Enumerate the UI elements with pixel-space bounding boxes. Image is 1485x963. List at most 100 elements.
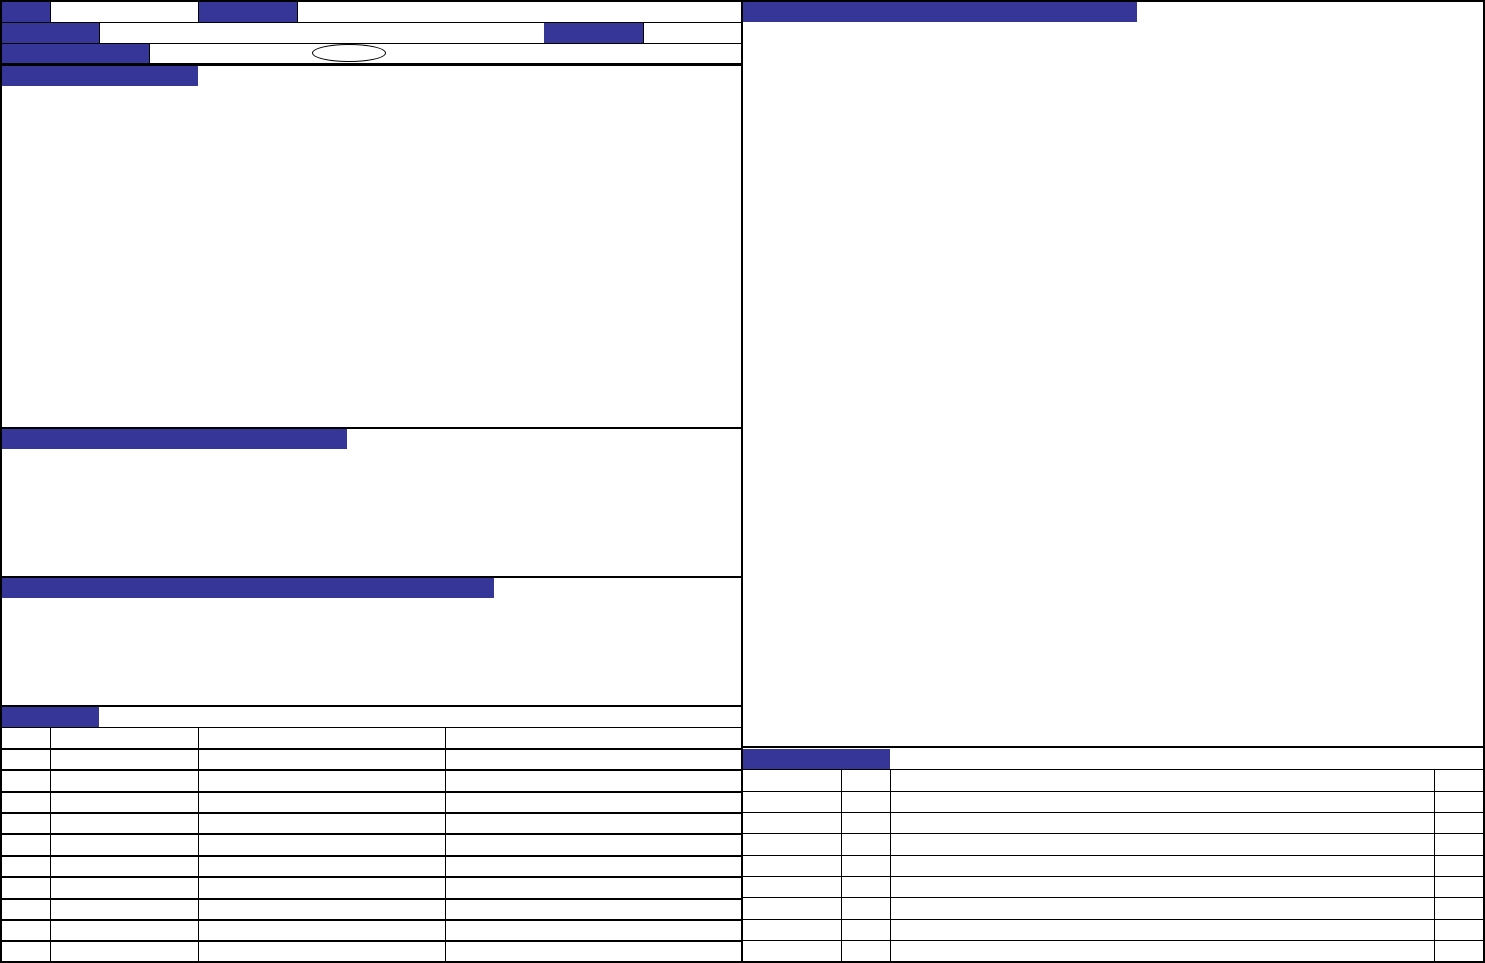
header-row-line-2	[2, 43, 741, 44]
left-table-cell[interactable]	[3, 878, 50, 898]
left-table-cell[interactable]	[51, 771, 198, 791]
left-table-cell[interactable]	[446, 750, 741, 769]
right-table-cell[interactable]	[1435, 898, 1483, 919]
left-table-cell[interactable]	[3, 900, 50, 919]
left-table-cell[interactable]	[199, 921, 445, 940]
right-table-cell[interactable]	[1435, 941, 1483, 961]
oval-marker[interactable]	[312, 44, 386, 62]
right-table-row-line	[743, 919, 1483, 920]
right-table-cell[interactable]	[842, 856, 890, 876]
right-table-cell[interactable]	[842, 813, 890, 833]
right-table-cell[interactable]	[744, 941, 841, 961]
header-field-1[interactable]	[50, 2, 198, 22]
right-table-cell[interactable]	[744, 920, 841, 940]
left-table-cell[interactable]	[446, 793, 741, 812]
left-table-cell[interactable]	[3, 921, 50, 940]
left-table-column-line	[445, 727, 446, 961]
right-table-cell[interactable]	[1435, 792, 1483, 812]
right-table-cell[interactable]	[891, 898, 1434, 919]
header-field-2[interactable]	[297, 2, 741, 22]
left-table-cell[interactable]	[51, 750, 198, 769]
left-table-cell[interactable]	[446, 921, 741, 940]
left-table-cell[interactable]	[3, 942, 50, 961]
right-table-column-line	[841, 769, 842, 961]
left-table-cell[interactable]	[199, 750, 445, 769]
left-table-cell[interactable]	[199, 729, 445, 748]
left-table-cell[interactable]	[199, 771, 445, 791]
right-table-cell[interactable]	[1435, 813, 1483, 833]
right-table-title-bar	[743, 749, 890, 769]
left-table-cell[interactable]	[3, 729, 50, 748]
right-table-cell[interactable]	[891, 770, 1434, 791]
right-table-cell[interactable]	[744, 792, 841, 812]
left-table-cell[interactable]	[446, 942, 741, 961]
left-table-cell[interactable]	[51, 900, 198, 919]
left-table-cell[interactable]	[446, 729, 741, 748]
left-table-cell[interactable]	[3, 814, 50, 833]
right-table-cell[interactable]	[1435, 834, 1483, 855]
left-table-cell[interactable]	[199, 878, 445, 898]
right-table-row-line	[743, 812, 1483, 813]
left-table-cell[interactable]	[51, 814, 198, 833]
left-table-cell[interactable]	[199, 942, 445, 961]
left-table-cell[interactable]	[3, 857, 50, 876]
right-table-cell[interactable]	[1435, 877, 1483, 897]
left-table-cell[interactable]	[199, 900, 445, 919]
left-table-cell[interactable]	[51, 878, 198, 898]
right-table-cell[interactable]	[891, 877, 1434, 897]
left-table-cell[interactable]	[199, 835, 445, 855]
left-table-cell[interactable]	[446, 878, 741, 898]
right-table-cell[interactable]	[842, 877, 890, 897]
left-table-cell[interactable]	[3, 750, 50, 769]
left-table-cell[interactable]	[446, 900, 741, 919]
right-table-cell[interactable]	[744, 813, 841, 833]
section-1-bottom-line	[0, 427, 742, 429]
section-1-area[interactable]	[2, 86, 741, 427]
left-table-cell[interactable]	[446, 771, 741, 791]
section-3-area[interactable]	[2, 598, 741, 705]
right-table-cell[interactable]	[744, 856, 841, 876]
left-table-cell[interactable]	[446, 857, 741, 876]
right-table-cell[interactable]	[1435, 920, 1483, 940]
right-panel-area[interactable]	[743, 22, 1483, 746]
right-table-cell[interactable]	[842, 941, 890, 961]
section-2-area[interactable]	[2, 449, 741, 576]
right-table-cell[interactable]	[891, 813, 1434, 833]
left-table-cell[interactable]	[199, 857, 445, 876]
left-table-cell[interactable]	[199, 793, 445, 812]
right-table-cell[interactable]	[1435, 856, 1483, 876]
right-table-cell[interactable]	[891, 834, 1434, 855]
right-table-cell[interactable]	[891, 941, 1434, 961]
right-table-cell[interactable]	[744, 834, 841, 855]
section-2-bottom-line	[0, 576, 742, 578]
left-table-cell[interactable]	[51, 857, 198, 876]
right-table-cell[interactable]	[891, 856, 1434, 876]
right-table-cell[interactable]	[842, 792, 890, 812]
left-table-cell[interactable]	[446, 814, 741, 833]
left-table-cell[interactable]	[51, 729, 198, 748]
left-table-cell[interactable]	[3, 835, 50, 855]
right-panel-title-bar	[743, 2, 1137, 22]
left-table-cell[interactable]	[3, 793, 50, 812]
right-table-cell[interactable]	[842, 920, 890, 940]
left-table-cell[interactable]	[51, 942, 198, 961]
left-table-cell[interactable]	[3, 771, 50, 791]
right-table-cell[interactable]	[842, 770, 890, 791]
left-table-cell[interactable]	[51, 835, 198, 855]
right-table-cell[interactable]	[891, 792, 1434, 812]
header-field-5[interactable]	[149, 44, 741, 64]
right-table-cell[interactable]	[744, 898, 841, 919]
header-bottom-line	[0, 63, 742, 66]
header-field-3[interactable]	[99, 23, 544, 43]
right-table-cell[interactable]	[744, 770, 841, 791]
right-table-cell[interactable]	[842, 898, 890, 919]
right-table-cell[interactable]	[842, 834, 890, 855]
left-table-cell[interactable]	[446, 835, 741, 855]
left-table-cell[interactable]	[51, 793, 198, 812]
left-table-cell[interactable]	[199, 814, 445, 833]
left-table-cell[interactable]	[51, 921, 198, 940]
right-table-cell[interactable]	[744, 877, 841, 897]
right-table-cell[interactable]	[1435, 770, 1483, 791]
header-field-4[interactable]	[643, 23, 741, 43]
right-table-cell[interactable]	[891, 920, 1434, 940]
